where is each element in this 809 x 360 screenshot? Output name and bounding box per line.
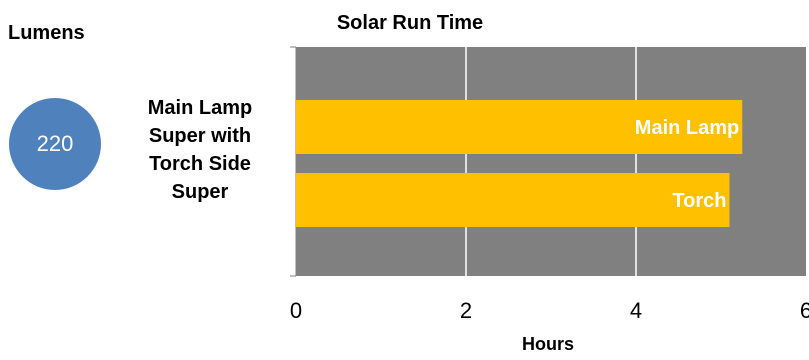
x-tick-label: 4 [630, 298, 642, 323]
mode-label-line: Super with [148, 125, 252, 147]
lumens-heading: Lumens [8, 22, 85, 44]
gridlines [465, 47, 637, 276]
y-axis [290, 46, 297, 277]
x-tick-label: 6 [800, 298, 809, 323]
lumens-badge: 220 [9, 98, 101, 190]
chart-title: Solar Run Time [337, 12, 483, 34]
bar [296, 173, 730, 227]
plot-area [296, 47, 806, 276]
bar [296, 100, 743, 154]
bar-data-label: Main Lamp [635, 117, 739, 139]
lumens-value: 220 [36, 131, 74, 156]
mode-label-line: Main Lamp [147, 97, 253, 119]
x-tick-label: 0 [290, 298, 302, 323]
bar-data-label: Torch [672, 190, 726, 212]
x-axis-label: Hours [522, 334, 574, 354]
mode-label: Main Lamp Super with Torch Side Super [118, 94, 282, 206]
mode-label-line: Torch Side [149, 153, 251, 175]
x-tick-label: 2 [460, 298, 472, 323]
bars: Main Lamp Torch [296, 100, 743, 227]
mode-label-line: Super [171, 181, 229, 203]
x-tick-labels: 0 2 4 6 [290, 298, 809, 323]
